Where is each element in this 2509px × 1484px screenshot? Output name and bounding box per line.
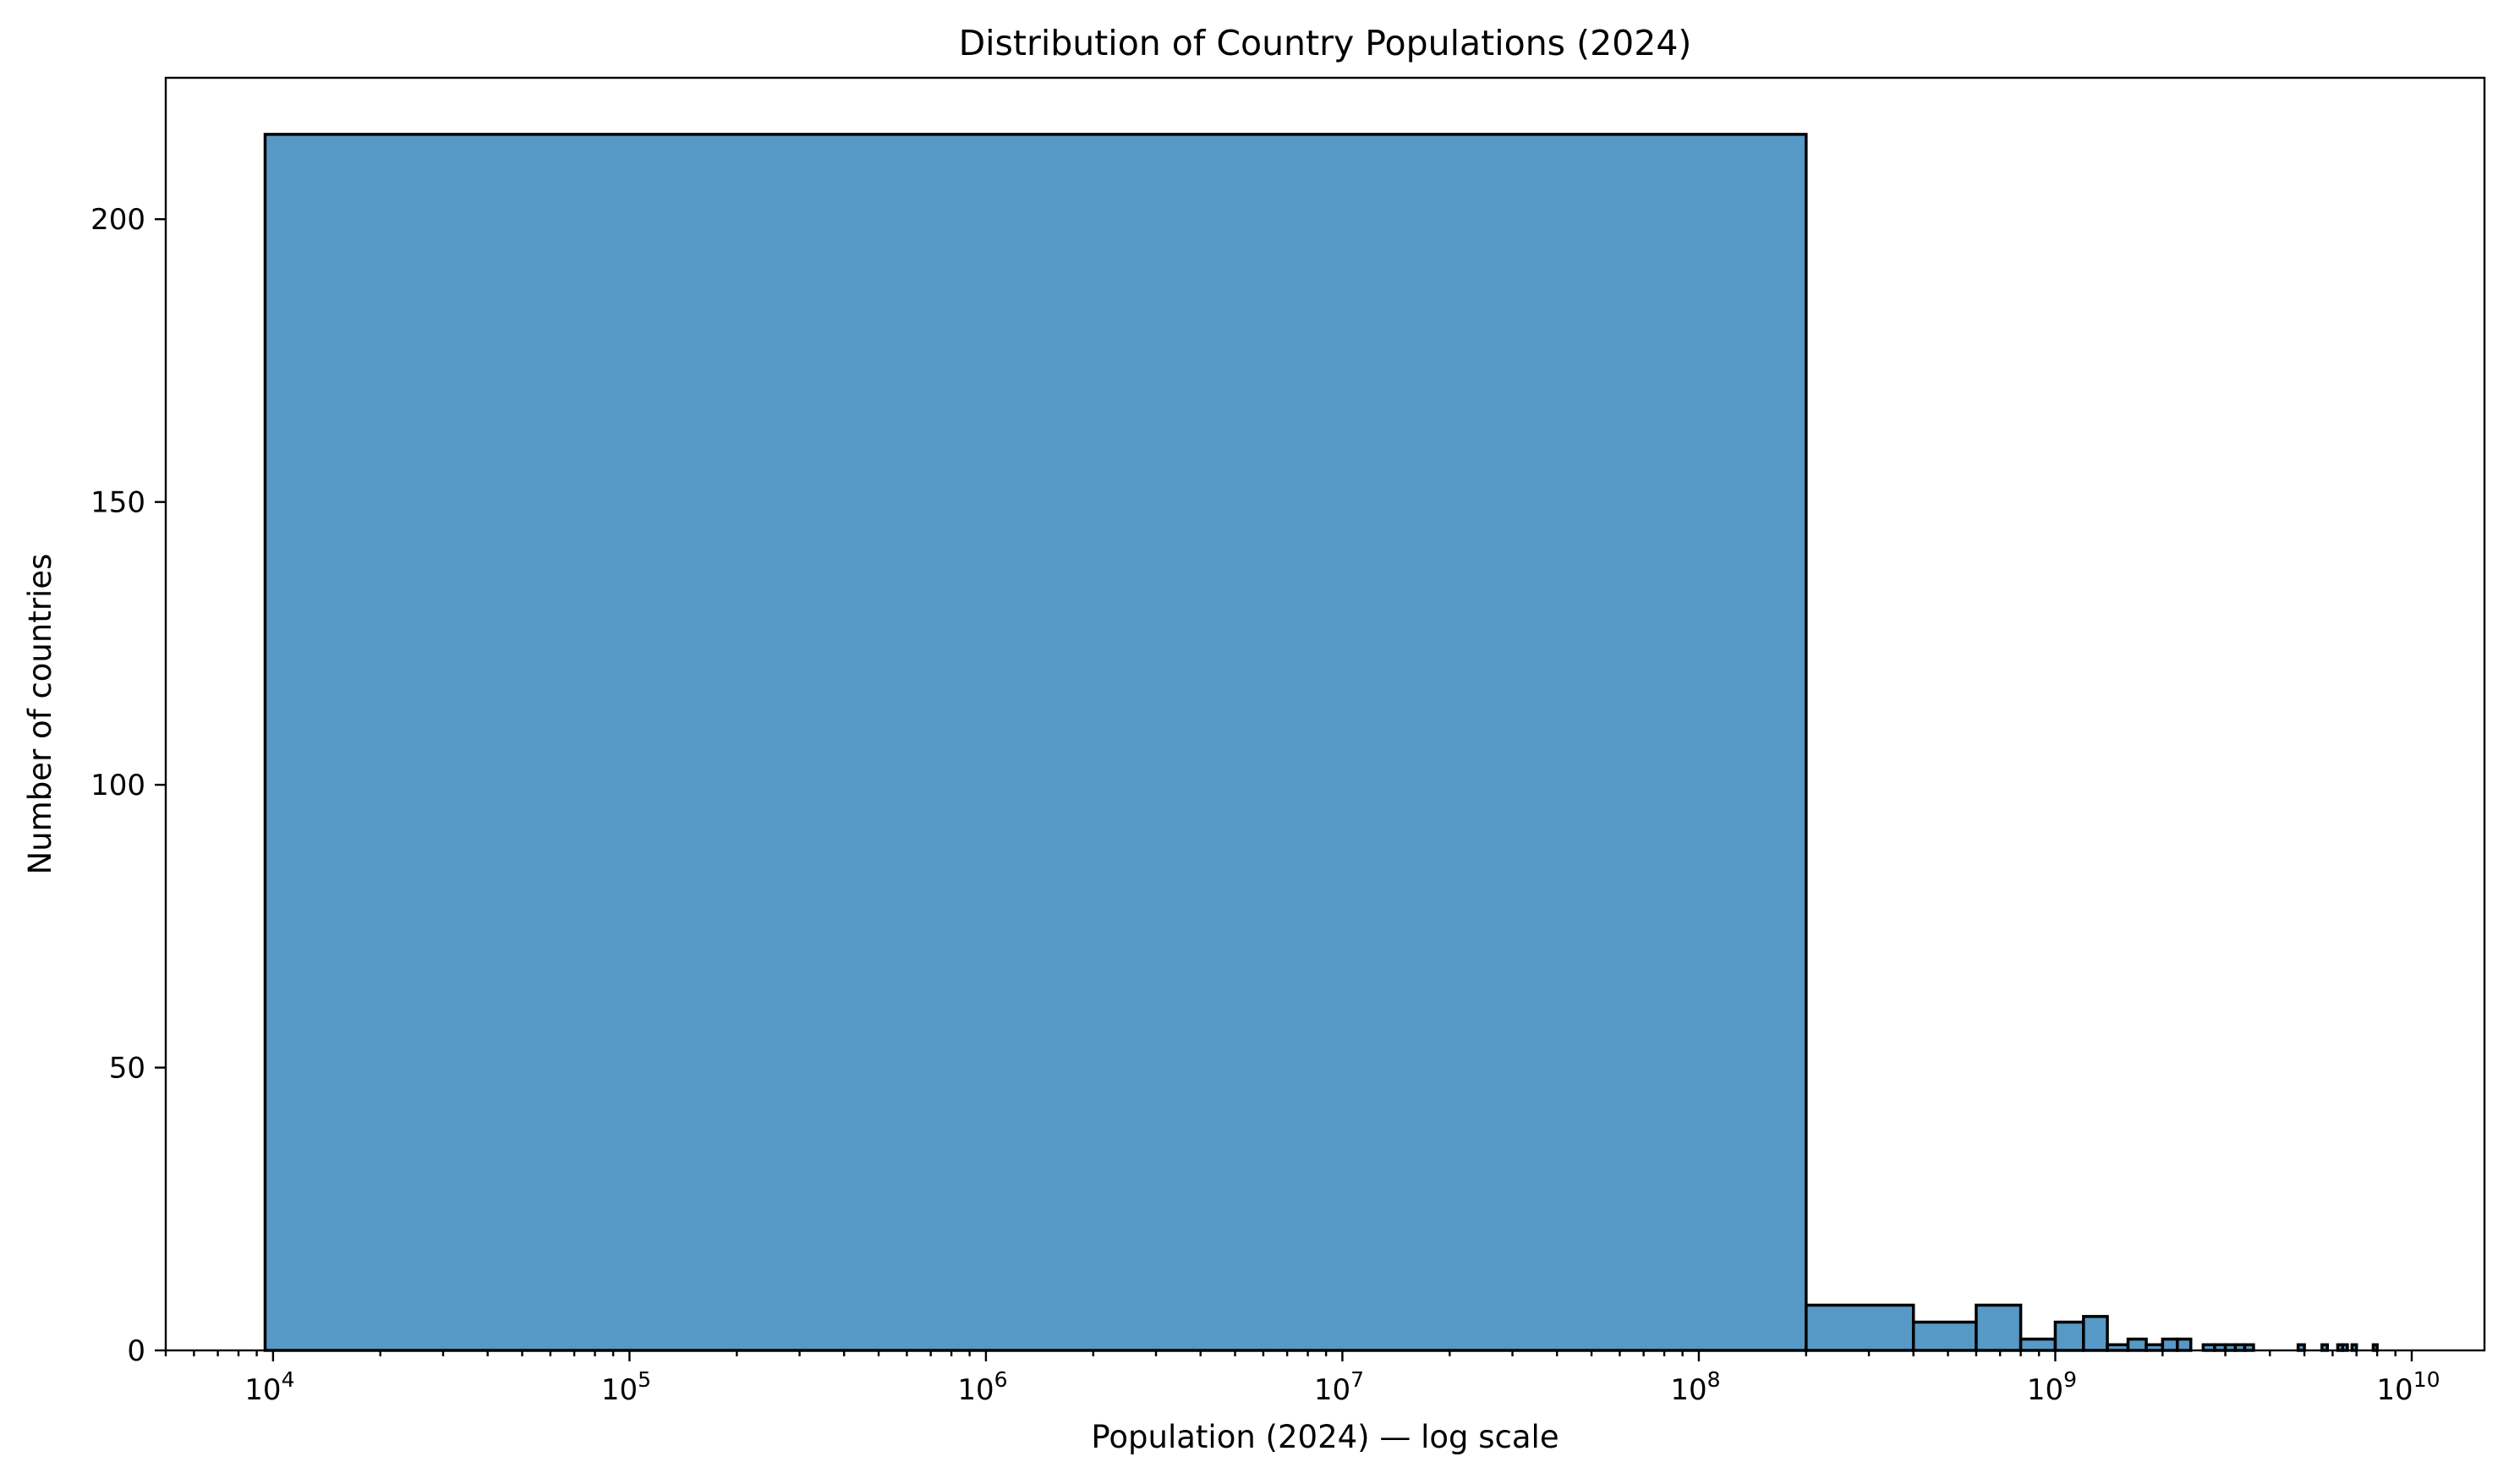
x-axis-ticks: 104 105 106 107 108 109 1010 [164,1350,2441,1407]
x-tick-label: 107 [1314,1367,1364,1407]
x-axis-label: Population (2024) — log scale [1091,1419,1559,1455]
y-tick-label: 200 [90,203,145,237]
histogram-bar-10 [2161,1337,2179,1352]
y-axis-ticks: 0 50 100 150 200 [90,203,166,1368]
histogram-bar-0 [263,133,1808,1352]
histogram-bar-4 [2019,1337,2057,1352]
x-tick-label: 1010 [2376,1367,2440,1407]
x-tick-label: 109 [2027,1367,2077,1407]
y-tick-label: 100 [90,769,145,802]
y-tick-label: 0 [127,1334,145,1368]
histogram-bar-6 [2082,1315,2109,1352]
histogram-bar-11 [2176,1337,2193,1352]
histogram-bar-3 [1975,1303,2023,1352]
histogram-bar-2 [1911,1320,1978,1352]
x-tick-label: 104 [244,1367,294,1407]
x-tick-label: 108 [1670,1367,1720,1407]
histogram-bars [263,133,2379,1352]
x-tick-label: 106 [957,1367,1007,1407]
x-tick-label: 105 [601,1367,651,1407]
y-axis-label: Number of countries [22,554,58,875]
y-tick-label: 50 [109,1052,145,1086]
histogram-bar-1 [1805,1303,1915,1352]
chart-title: Distribution of Country Populations (202… [959,23,1692,63]
y-tick-label: 150 [90,486,145,520]
histogram-bar-8 [2126,1337,2148,1352]
histogram-bar-5 [2053,1320,2085,1352]
